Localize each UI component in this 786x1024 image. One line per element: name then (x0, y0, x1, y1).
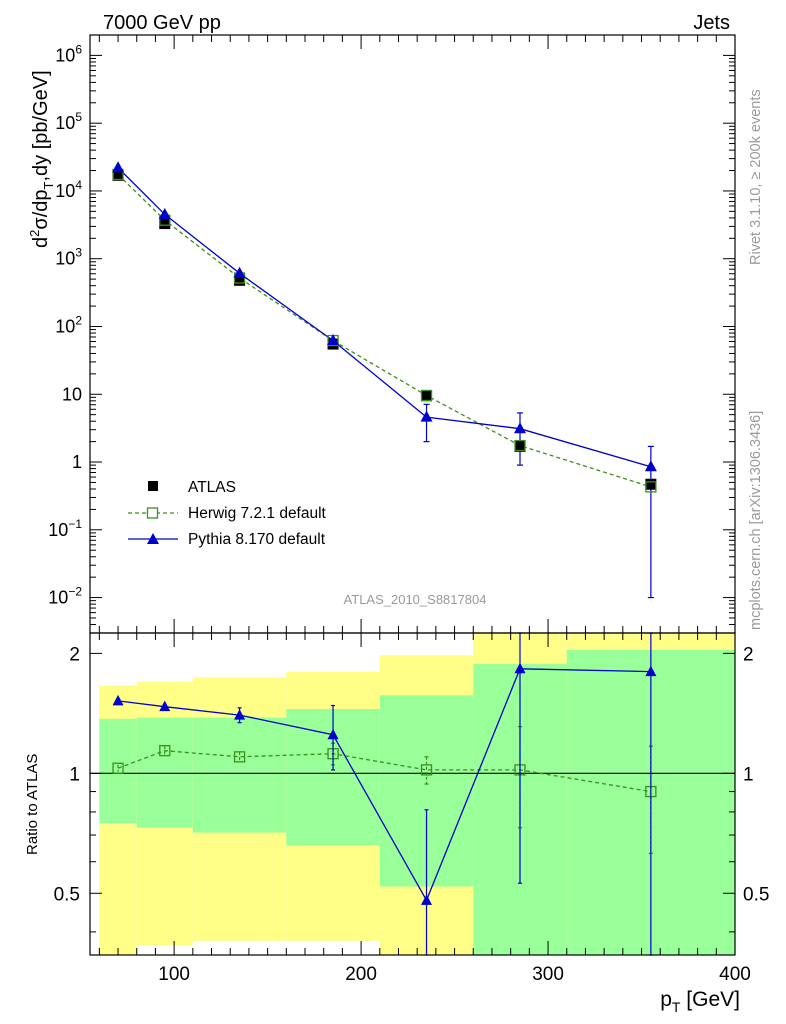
legend-herwig-marker (146, 507, 159, 519)
ratio-band-green (192, 717, 287, 833)
legend-atlas-label: ATLAS (188, 479, 236, 496)
legend-pythia-label: Pythia 8.170 default (188, 531, 326, 548)
xtick-label: 100 (158, 964, 190, 985)
atlas-point (421, 390, 433, 402)
ratio-pythia-point (645, 665, 657, 677)
pythia-point (420, 410, 433, 422)
pythia-line (117, 167, 652, 468)
header-left-label: 7000 GeV pp (103, 12, 221, 34)
pythia-point (644, 460, 657, 472)
legend: ATLAS Herwig 7.2.1 default Pythia 8.170 … (128, 479, 327, 548)
ratio-pythia-point (327, 728, 339, 740)
ratio-herwig-point (112, 762, 124, 774)
atlas-point (514, 440, 526, 452)
herwig-point (645, 481, 657, 493)
rivet-version-label: Rivet 3.1.10, ≥ 200k events (748, 89, 764, 265)
herwig-line (117, 174, 652, 488)
ratio-panel-frame (89, 632, 736, 956)
pythia-point (112, 161, 125, 173)
x-axis-label: pT [GeV] (660, 988, 740, 1015)
ratio-pythia-point (421, 894, 433, 905)
herwig-point (420, 389, 433, 402)
atlas-point (645, 478, 657, 490)
ratio-ytick-label-left: 2 (69, 644, 80, 665)
main-ytick-label: 10−1 (48, 517, 82, 540)
ratio-ytick-label-left: 1 (69, 764, 80, 785)
mcplots-credit-label: mcplots.cern.ch [arXiv:1306.3436] (748, 411, 764, 630)
main-ylabel: d2σ/dpT,dy [pb/GeV] (27, 70, 56, 248)
analysis-id-label: ATLAS_2010_S8817804 (344, 592, 487, 607)
ratio-pythia-point (159, 700, 171, 712)
legend-pythia-marker (147, 533, 159, 544)
ratio-pythia-point (234, 709, 246, 720)
ratio-ylabel: Ratio to ATLAS (24, 754, 41, 855)
atlas-point (159, 218, 171, 230)
legend-herwig-label: Herwig 7.2.1 default (188, 505, 327, 522)
pythia-point (514, 422, 526, 434)
main-ytick-label: 104 (55, 178, 82, 201)
pythia-point (327, 334, 340, 346)
main-ytick-label: 103 (55, 246, 82, 269)
main-ytick-label: 105 (55, 110, 82, 133)
header-right-label: Jets (693, 12, 730, 34)
main-series-layer (112, 161, 657, 599)
atlas-point (234, 274, 246, 286)
ratio-band-green (136, 717, 193, 828)
ratio-ytick-label-right: 2 (743, 644, 754, 665)
ratio-pythia-point (112, 694, 124, 706)
main-ytick-label: 10−2 (48, 585, 82, 608)
main-panel-frame (89, 34, 736, 634)
main-ytick-label: 10 (62, 384, 82, 404)
ratio-ytick-label-right: 0.5 (743, 884, 769, 905)
ratio-panel-layer (90, 632, 735, 956)
xtick-label: 300 (532, 964, 564, 985)
legend-atlas-marker (148, 481, 158, 491)
atlas-point (112, 169, 124, 181)
ratio-pythia-point (514, 662, 526, 674)
ratio-ytick-label-left: 0.5 (54, 884, 80, 905)
herwig-point (514, 439, 526, 452)
ratio-herwig-point (159, 745, 171, 757)
ratio-herwig-point (233, 751, 246, 763)
xtick-label: 400 (719, 964, 751, 985)
ratio-ytick-label-right: 1 (743, 764, 754, 785)
main-ytick-label: 1 (72, 452, 82, 472)
pythia-point (233, 266, 246, 278)
pythia-point (158, 207, 171, 219)
ratio-herwig-point (420, 764, 433, 776)
xtick-label: 200 (345, 964, 377, 985)
main-ytick-label: 102 (55, 313, 82, 336)
main-ytick-label: 106 (55, 42, 82, 65)
